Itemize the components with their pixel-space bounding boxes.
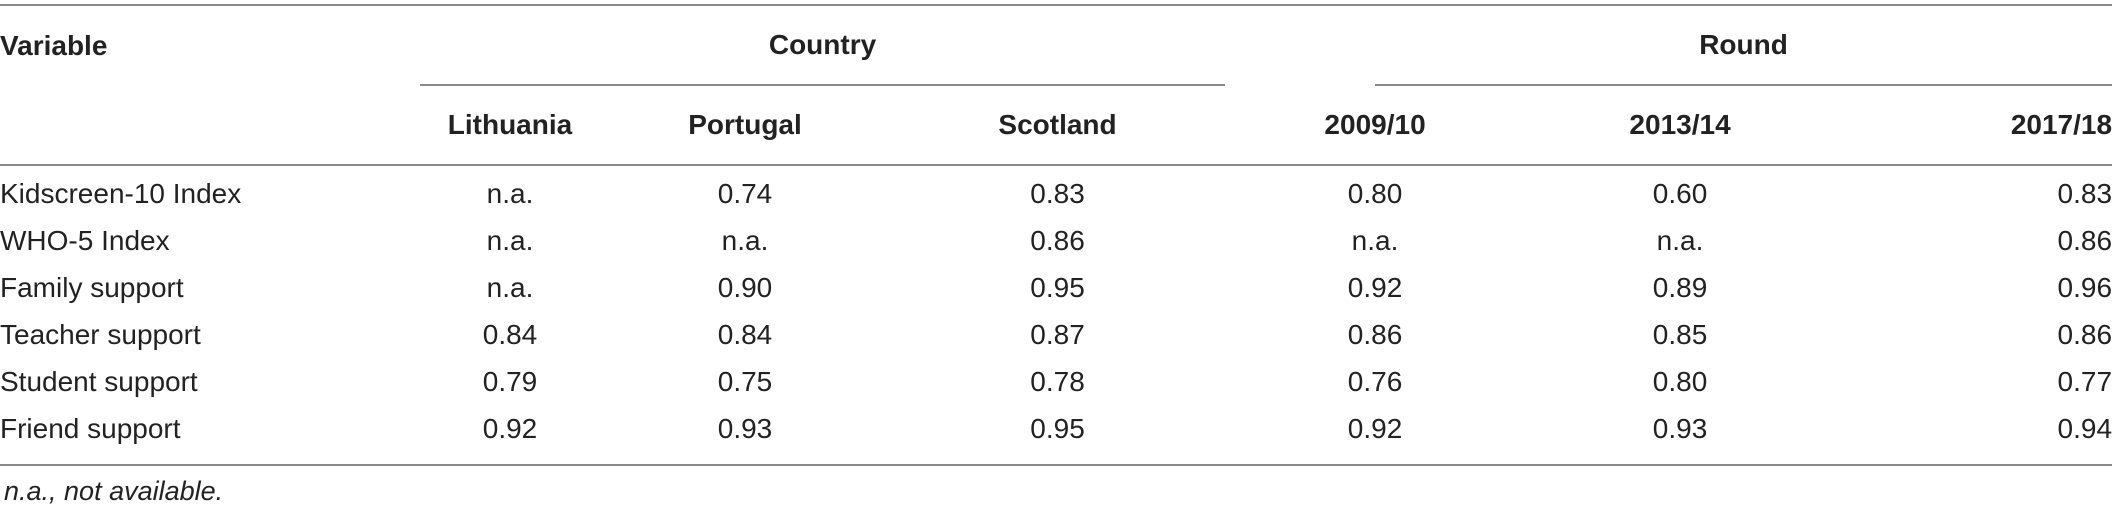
table-row: Friend support 0.92 0.93 0.95 0.92 0.93 0.94 [0,405,2113,466]
table-cell: 0.92 [1347,271,1403,303]
table-cell: 0.89 [1652,271,1708,303]
table-cell: 0.92 [1225,405,1526,466]
table-row: Teacher support 0.84 0.84 0.87 0.86 0.85 0.86 [0,311,2112,358]
header-group-round: Round [1375,4,2113,86]
table-cell: 0.75 [717,365,773,397]
row-label: Family support [0,271,184,303]
table-cell: 0.84 [717,318,773,350]
table-cell: 0.96 [2057,271,2113,303]
table-cell: 0.87 [1030,318,1085,350]
header-2009-10: 2009/10 [1225,85,1526,166]
table-row: Kidscreen-10 Index n.a. 0.74 0.83 0.80 0.60 0.… [0,165,2112,217]
header-variable: Variable [0,4,420,85]
row-label: Friend support [0,405,420,466]
table-cell: n.a. [1656,224,1704,256]
row-label: Kidscreen-10 Index [0,177,242,209]
header-variable-spacer [0,85,420,166]
table-cell: 0.79 [482,365,538,397]
header-2017-18: 2017/18 [1835,85,2113,166]
header-group-country: Country [420,4,1226,86]
table-cell: n.a. [486,224,534,256]
table-row: Student support 0.79 0.75 0.78 0.76 0.80 0.77 [0,358,2112,405]
header-lithuania: Lithuania [420,85,600,166]
header-2013-14: 2013/14 [1525,85,1836,166]
table-cell: 0.94 [1835,405,2113,466]
data-table: Variable Country Round Lithuania Portuga… [0,4,2113,466]
table-footnote: n.a., not available. [4,476,224,506]
table-cell: n.a. [486,271,534,303]
table-cell: 0.86 [2057,224,2113,256]
row-label: Student support [0,365,198,397]
table-cell: 0.86 [1347,318,1403,350]
table-cell: 0.93 [600,405,890,466]
table-cell: 0.74 [717,177,773,209]
table-cell: 0.86 [1030,224,1085,256]
table-cell: 0.93 [1525,405,1836,466]
table-cell: 0.84 [482,318,538,350]
table-cell: 0.92 [420,405,600,466]
table-cell: 0.76 [1347,365,1403,397]
table-row: WHO-5 Index n.a. n.a. 0.86 n.a. n.a. 0.86 [0,217,2112,264]
table-row: Family support n.a. 0.90 0.95 0.92 0.89 0.96 [0,264,2112,311]
table-cell: 0.80 [1652,365,1708,397]
row-label: Teacher support [0,318,201,350]
table-cell: 0.77 [2057,365,2113,397]
table-cell: n.a. [486,177,534,209]
table-cell: 0.60 [1652,177,1708,209]
table-cell: 0.90 [717,271,773,303]
table-body: Kidscreen-10 Index n.a. 0.74 0.83 0.80 0.60 0.… [0,165,2113,466]
table-cell: n.a. [721,224,769,256]
header-scotland: Scotland [890,85,1226,166]
table-cell: 0.86 [2057,318,2113,350]
table-cell: 0.83 [1030,177,1085,209]
group-gap [1225,4,1376,85]
table-cell: 0.95 [1030,271,1085,303]
table-cell: n.a. [1351,224,1399,256]
table-cell: 0.78 [1030,365,1085,397]
table-cell: 0.83 [2057,177,2113,209]
header-portugal: Portugal [600,85,890,166]
table-cell: 0.85 [1652,318,1708,350]
table-cell: 0.80 [1347,177,1403,209]
row-label: WHO-5 Index [0,224,170,256]
table-cell: 0.95 [890,405,1226,466]
